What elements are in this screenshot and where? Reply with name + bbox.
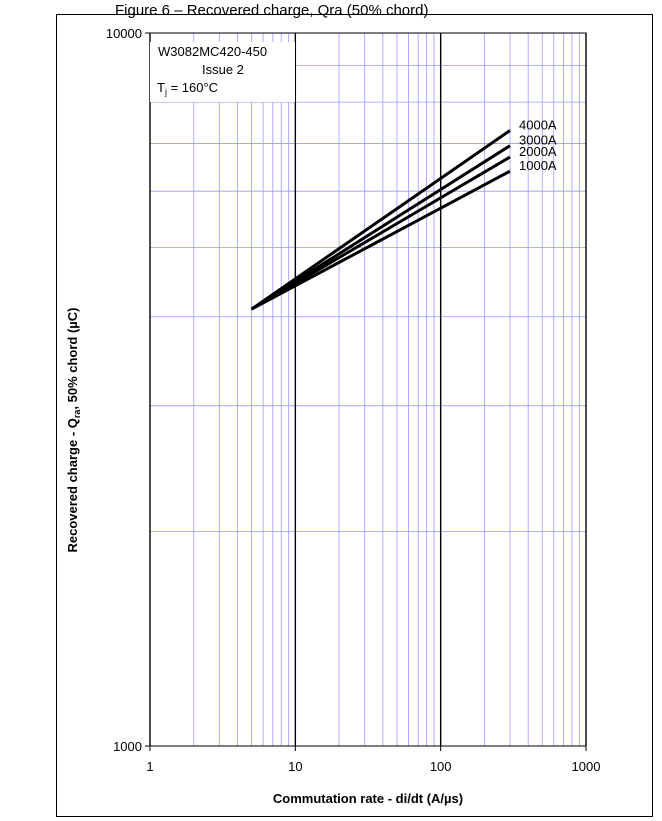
series-line-2000A bbox=[250, 155, 511, 311]
tick-labels: 1 10 100 1000 1000 10000 bbox=[106, 26, 601, 774]
series-label-1000A: 1000A bbox=[519, 158, 557, 173]
x-tick-label: 100 bbox=[430, 759, 452, 774]
series-label-4000A: 4000A bbox=[519, 117, 557, 132]
x-tick-label: 1 bbox=[146, 759, 153, 774]
series-line-1000A bbox=[250, 169, 511, 311]
y-tick-label: 1000 bbox=[113, 739, 142, 754]
x-tick-label: 1000 bbox=[572, 759, 601, 774]
figure-caption: Figure 6 – Recovered charge, Qra (50% ch… bbox=[115, 2, 429, 19]
series-label-2000A: 2000A bbox=[519, 144, 557, 159]
x-axis-title: Commutation rate - di/dt (A/µs) bbox=[273, 791, 463, 806]
x-tick-label: 10 bbox=[288, 759, 302, 774]
annotation-issue: Issue 2 bbox=[202, 62, 244, 77]
annotation-temperature: Tj = 160°C bbox=[157, 80, 218, 97]
annotation-box: W3082MC420-450 Issue 2 Tj = 160°C bbox=[150, 42, 295, 102]
series-label-3000A: 3000A bbox=[519, 133, 557, 148]
series-line-4000A bbox=[250, 129, 511, 311]
y-axis-title: Recovered charge - Qra, 50% chord (µC) bbox=[65, 307, 82, 552]
y-tick-label: 10000 bbox=[106, 26, 142, 41]
plot-area bbox=[149, 32, 587, 747]
series-line-3000A bbox=[250, 144, 511, 311]
annotation-part-number: W3082MC420-450 bbox=[158, 44, 267, 59]
